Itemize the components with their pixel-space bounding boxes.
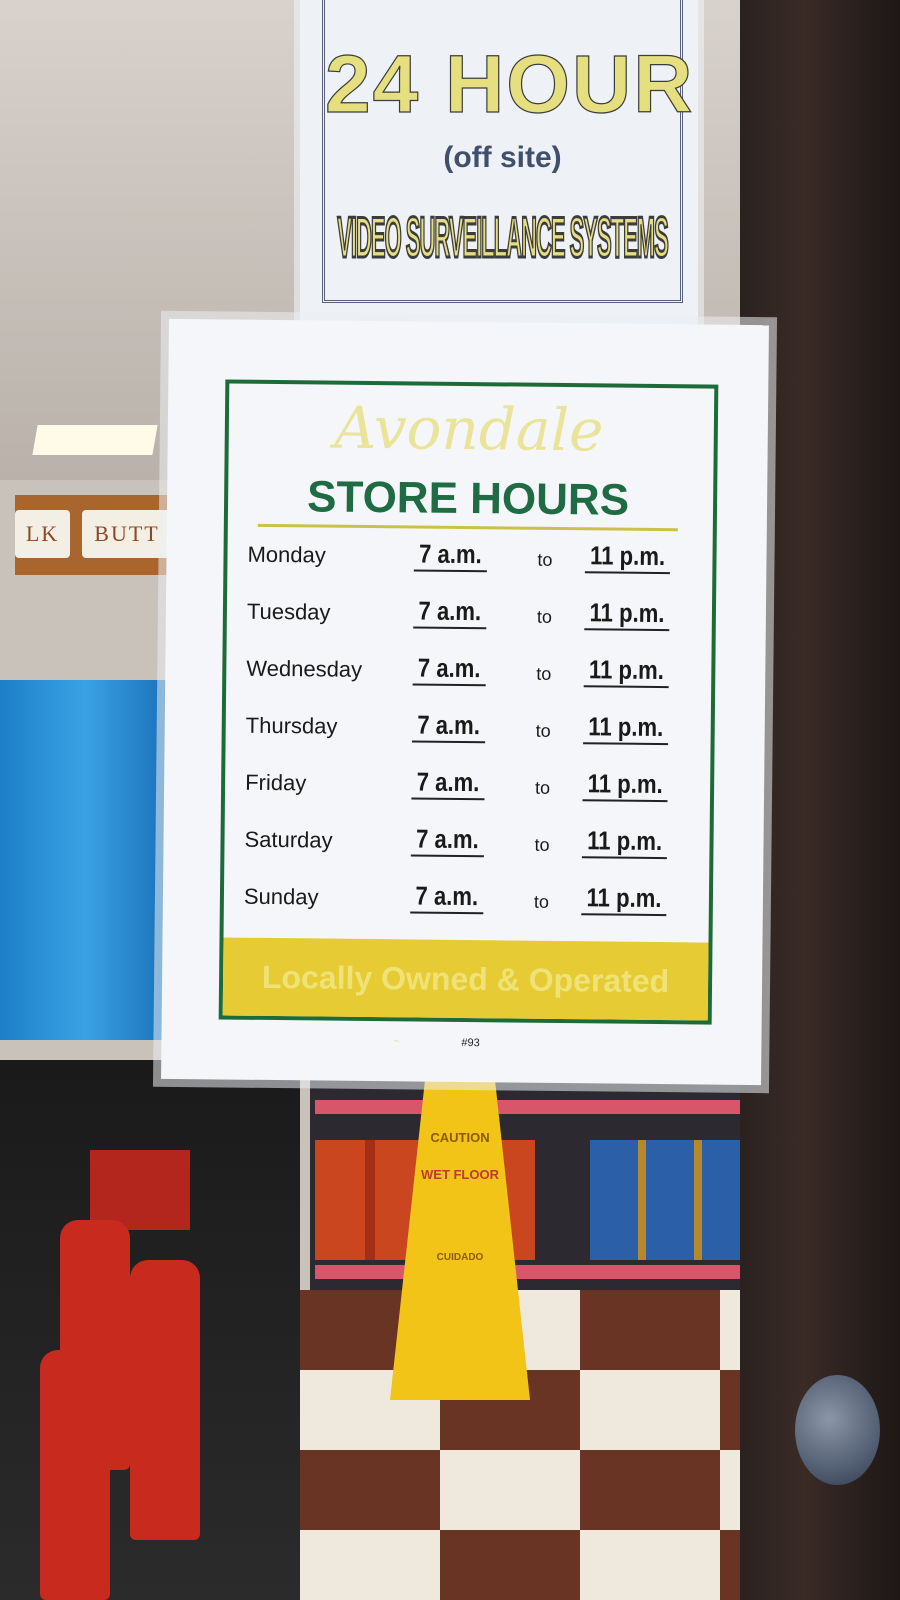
- sign-footer: Locally Owned & Operated: [222, 937, 709, 1021]
- wall-label-butter: BUTT: [82, 510, 172, 558]
- separator: to: [535, 777, 551, 798]
- wall-label-milk: LK: [15, 510, 70, 558]
- separator: to: [537, 549, 553, 570]
- open-time: 7 a.m.: [410, 879, 484, 915]
- surveillance-sign: 24 HOUR (off site) VIDEO SURVEILLANCE SY…: [300, 0, 698, 325]
- separator: to: [534, 834, 550, 855]
- close-time: 11 p.m.: [581, 881, 667, 917]
- schedule-row: Monday 7 a.m. to 11 p.m.: [247, 536, 687, 581]
- day-label: Thursday: [245, 712, 338, 739]
- sign-number: #93: [461, 1036, 480, 1050]
- schedule-row: Tuesday 7 a.m. to 11 p.m.: [247, 593, 687, 638]
- door-lock[interactable]: [795, 1375, 880, 1485]
- door-frame: [740, 0, 900, 1600]
- cuidado-label: CUIDADO: [436, 1252, 484, 1263]
- shelf-rail: [315, 1100, 745, 1114]
- sign-frame: Avondale STORE HOURS Monday 7 a.m. to 11 p.…: [218, 379, 719, 1025]
- checkered-floor: [300, 1290, 750, 1600]
- wet-floor-label: WET FLOOR: [421, 1167, 499, 1182]
- open-time: 7 a.m.: [413, 537, 488, 573]
- close-time: 11 p.m.: [583, 710, 669, 746]
- close-time: 11 p.m.: [584, 539, 671, 575]
- day-label: Tuesday: [246, 598, 331, 625]
- day-label: Friday: [245, 769, 307, 796]
- blue-jug: [0, 680, 170, 1040]
- brand-small-logo: ~: [393, 1036, 400, 1048]
- store-hours-sign: Avondale STORE HOURS Monday 7 a.m. to 11 p.…: [161, 318, 769, 1086]
- brand-logo: Avondale: [333, 393, 604, 465]
- red-bottle: [40, 1350, 110, 1600]
- schedule-row: Thursday 7 a.m. to 11 p.m.: [246, 707, 686, 752]
- schedule-row: Saturday 7 a.m. to 11 p.m.: [244, 821, 684, 866]
- separator: to: [533, 891, 550, 912]
- sign-title: STORE HOURS: [257, 471, 679, 532]
- open-time: 7 a.m.: [410, 822, 485, 858]
- day-label: Saturday: [244, 826, 333, 853]
- shelf-rail: [315, 1265, 745, 1279]
- close-time: 11 p.m.: [583, 653, 670, 689]
- open-time: 7 a.m.: [413, 594, 487, 630]
- separator: to: [536, 606, 553, 627]
- separator: to: [536, 663, 552, 684]
- close-time: 11 p.m.: [582, 767, 668, 803]
- day-label: Wednesday: [246, 655, 363, 682]
- schedule-row: Wednesday 7 a.m. to 11 p.m.: [246, 650, 686, 695]
- separator: to: [535, 720, 551, 741]
- surveillance-subline: (off site): [443, 141, 562, 174]
- ceiling-light: [32, 425, 158, 455]
- day-label: Sunday: [243, 883, 319, 910]
- red-bottle: [130, 1260, 200, 1540]
- surveillance-tagline: VIDEO SURVEILLANCE SYSTEMS: [337, 203, 670, 271]
- open-time: 7 a.m.: [412, 651, 486, 687]
- close-time: 11 p.m.: [581, 824, 668, 860]
- caution-label: CAUTION: [430, 1130, 490, 1145]
- chip-bags: [590, 1140, 745, 1260]
- close-time: 11 p.m.: [584, 596, 670, 632]
- coca-cola-cases: [90, 1150, 190, 1230]
- open-time: 7 a.m.: [411, 765, 485, 801]
- open-time: 7 a.m.: [412, 708, 486, 744]
- schedule-row: Friday 7 a.m. to 11 p.m.: [245, 764, 685, 809]
- day-label: Monday: [247, 541, 326, 568]
- surveillance-headline: 24 HOUR: [324, 39, 695, 130]
- schedule-row: Sunday 7 a.m. to 11 p.m.: [244, 878, 684, 923]
